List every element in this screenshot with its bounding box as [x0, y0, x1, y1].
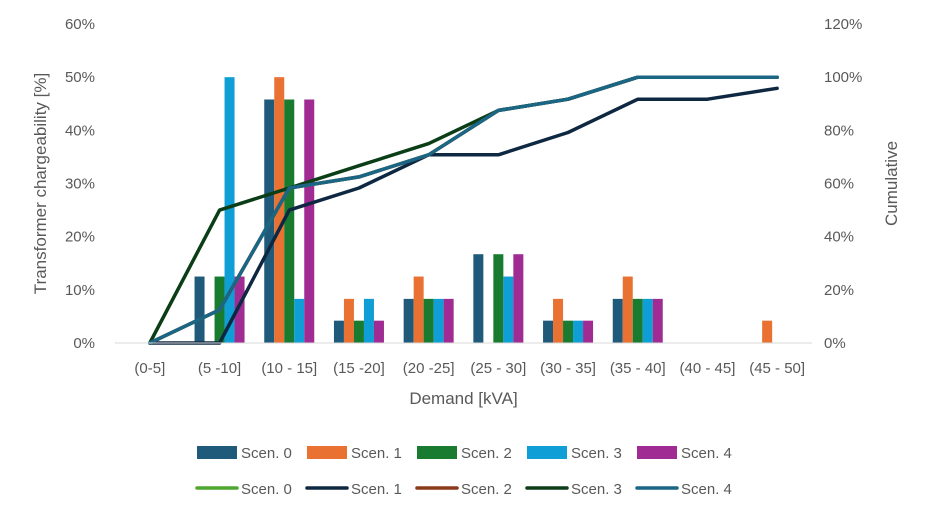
bar — [612, 298, 623, 343]
y2-axis-title: Cumulative — [882, 141, 901, 226]
bar — [304, 99, 315, 343]
y-axis-title: Transformer chargeability [%] — [31, 73, 50, 294]
legend-swatch — [307, 446, 347, 459]
bar — [443, 298, 454, 343]
bar — [573, 320, 584, 343]
y-tick-label: 50% — [65, 69, 95, 86]
bar — [343, 298, 354, 343]
x-tick-label: (25 - 30] — [470, 360, 526, 377]
legend-label: Scen. 3 — [571, 445, 622, 462]
x-tick-label: (35 - 40] — [610, 360, 666, 377]
bar — [363, 298, 374, 343]
bar — [553, 298, 564, 343]
bar — [543, 320, 554, 343]
y-tick-label: 0% — [73, 335, 95, 352]
bar — [622, 276, 633, 343]
legend-label: Scen. 4 — [681, 481, 732, 498]
legend-bars: Scen. 0 Scen. 1 Scen. 2 Scen. 3 Scen. 4 — [197, 445, 732, 462]
legend-swatch — [197, 446, 237, 459]
legend-label: Scen. 2 — [461, 481, 512, 498]
y2-tick-label: 100% — [824, 69, 862, 86]
y-tick-label: 30% — [65, 176, 95, 193]
x-tick-label: (5 -10] — [198, 360, 241, 377]
y-tick-label: 60% — [65, 16, 95, 33]
y2-tick-label: 80% — [824, 122, 854, 139]
bar — [373, 320, 384, 343]
bar — [652, 298, 663, 343]
cumulative-line — [148, 86, 779, 345]
y2-tick-label: 0% — [824, 335, 846, 352]
legend-label: Scen. 0 — [241, 481, 292, 498]
y2-tick-label: 20% — [824, 282, 854, 299]
y2-tick-label: 120% — [824, 16, 862, 33]
x-axis: (0-5] (5 -10] (10 - 15] (15 -20] (20 -25] (25… — [134, 360, 805, 377]
bar — [473, 254, 484, 343]
y-tick-label: 20% — [65, 229, 95, 246]
bar — [493, 254, 504, 343]
y-axis-left: 0% 10% 20% 30% 40% 50% 60% — [65, 16, 95, 352]
bar — [433, 298, 444, 343]
x-tick-label: (30 - 35] — [540, 360, 596, 377]
legend-lines: Scen. 0 Scen. 1 Scen. 2 Scen. 3 Scen. 4 — [195, 481, 732, 498]
cumulative-line — [148, 75, 779, 345]
x-tick-label: (0-5] — [134, 360, 165, 377]
y-axis-right: 0% 20% 40% 60% 80% 100% 120% — [824, 16, 862, 352]
legend-label: Scen. 4 — [681, 445, 732, 462]
bar — [353, 320, 364, 343]
legend-label: Scen. 2 — [461, 445, 512, 462]
legend-label: Scen. 1 — [351, 445, 402, 462]
legend-label: Scen. 1 — [351, 481, 402, 498]
bar — [333, 320, 344, 343]
legend-label: Scen. 0 — [241, 445, 292, 462]
y2-tick-label: 60% — [824, 176, 854, 193]
legend-swatch — [417, 446, 457, 459]
bar — [234, 276, 245, 343]
bar — [563, 320, 574, 343]
bar — [413, 276, 424, 343]
bar — [224, 77, 235, 344]
bar — [423, 298, 434, 343]
legend-label: Scen. 3 — [571, 481, 622, 498]
bar — [403, 298, 414, 343]
x-axis-title: Demand [kVA] — [409, 389, 517, 408]
y-tick-label: 40% — [65, 122, 95, 139]
x-tick-label: (45 - 50] — [749, 360, 805, 377]
x-tick-label: (20 -25] — [403, 360, 455, 377]
x-tick-label: (10 - 15] — [261, 360, 317, 377]
line-series-group — [148, 75, 779, 345]
bar — [274, 77, 285, 344]
bar — [294, 298, 305, 343]
bar — [583, 320, 594, 343]
bar — [642, 298, 653, 343]
x-tick-label: (15 -20] — [333, 360, 385, 377]
bar — [284, 99, 295, 343]
bar — [194, 276, 205, 343]
x-tick-label: (40 - 45] — [680, 360, 736, 377]
legend-swatch — [527, 446, 567, 459]
bar — [632, 298, 643, 343]
bar — [503, 276, 514, 343]
bar — [513, 254, 524, 343]
bar — [762, 320, 773, 343]
legend-swatch — [637, 446, 677, 459]
y-tick-label: 10% — [65, 282, 95, 299]
y2-tick-label: 40% — [824, 229, 854, 246]
